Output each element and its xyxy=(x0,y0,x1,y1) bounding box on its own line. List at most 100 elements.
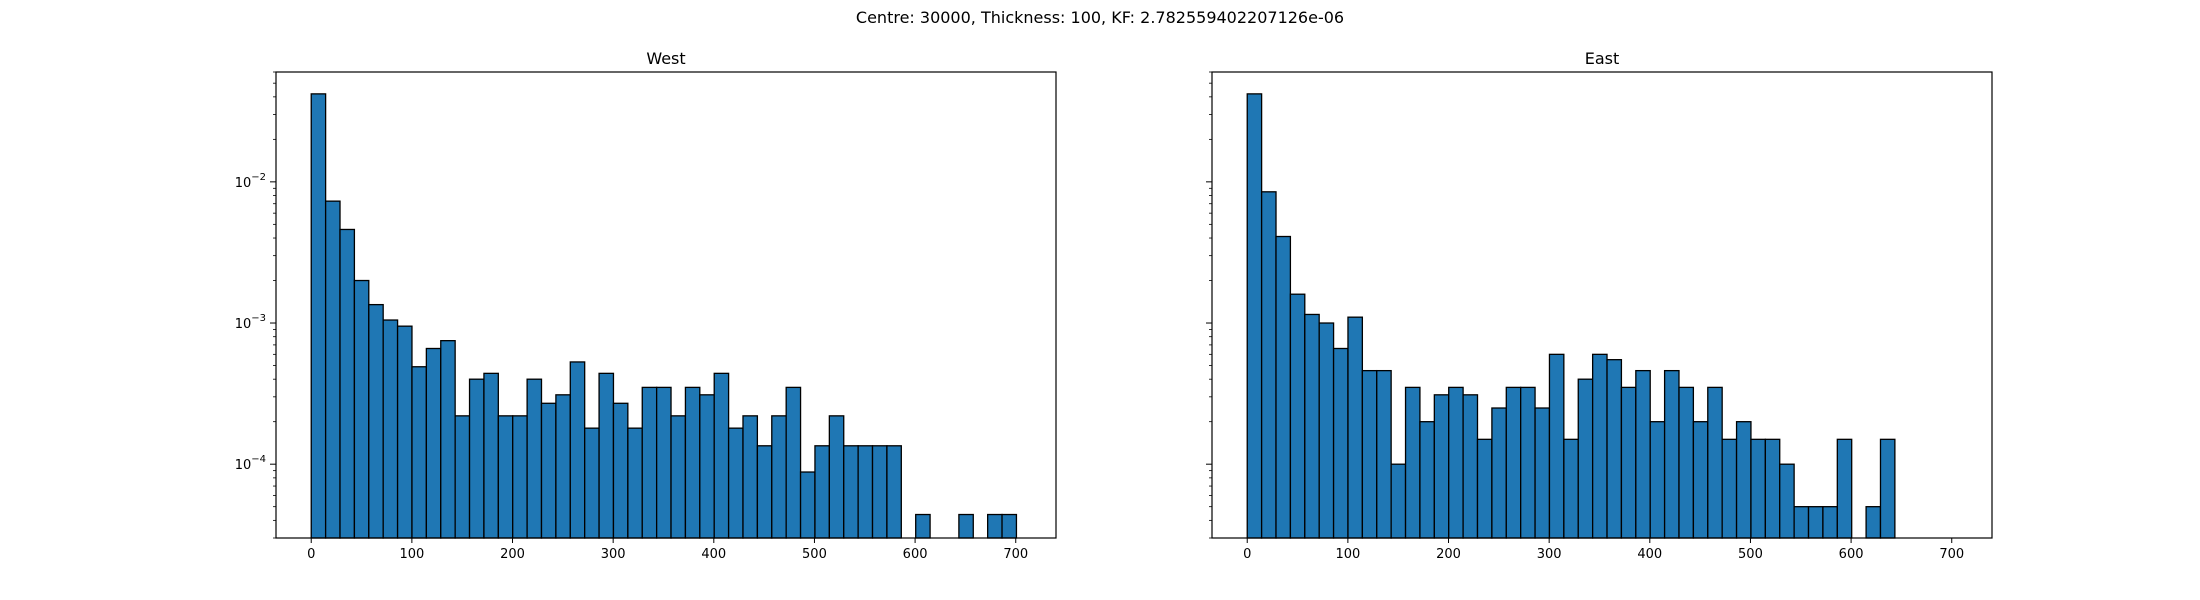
histogram-bar xyxy=(886,445,902,539)
histogram-bar xyxy=(713,372,730,539)
histogram-bar xyxy=(814,445,830,539)
histogram-bar xyxy=(598,372,615,539)
histogram-bar xyxy=(1404,386,1421,539)
histogram-bar xyxy=(1836,438,1853,539)
histogram-bar xyxy=(1260,191,1277,539)
histogram-bar xyxy=(1721,438,1738,539)
x-tick-label: 500 xyxy=(802,547,827,562)
x-tick-label: 0 xyxy=(1243,547,1251,562)
histogram-bar xyxy=(483,372,499,539)
histogram-bar xyxy=(1663,369,1680,539)
histogram-bar xyxy=(727,427,744,539)
axes-frame xyxy=(275,71,1057,539)
chart-title: East xyxy=(1585,49,1620,68)
histogram-bar xyxy=(1347,316,1364,539)
x-tick-label: 700 xyxy=(1939,547,1964,562)
histogram-bar xyxy=(871,445,888,539)
histogram-bar xyxy=(684,386,701,539)
histogram-bar xyxy=(771,415,787,539)
histogram-bar xyxy=(1822,506,1838,539)
histogram-bar xyxy=(310,93,327,539)
histogram-bar xyxy=(670,415,687,539)
histogram-bar xyxy=(1606,359,1623,539)
axes-frame xyxy=(1211,71,1993,539)
histogram-bar xyxy=(1476,438,1493,539)
histogram-bar xyxy=(1793,506,1810,539)
histogram-bar xyxy=(1577,378,1594,539)
x-tick-label: 100 xyxy=(1335,547,1360,562)
chart-east: East 0 100 200 300 400 500 600 700 xyxy=(1206,49,1993,562)
histogram-bar xyxy=(425,347,442,539)
chart-west: West 0 100 200 300 400 500 600 700 10−4 10−3 10−2 xyxy=(235,49,1057,562)
histogram-bar xyxy=(1001,513,1018,539)
histogram-bar xyxy=(1419,421,1435,539)
histogram-bar xyxy=(1750,438,1766,539)
x-tick-label: 400 xyxy=(701,547,726,562)
histogram-bar xyxy=(512,415,528,539)
histogram-bar xyxy=(1433,394,1450,539)
histogram-bar xyxy=(1246,93,1263,539)
histogram-bar xyxy=(468,378,485,539)
x-tick-label: 700 xyxy=(1003,547,1028,562)
histogram-bar xyxy=(569,361,586,539)
histogram-bar xyxy=(843,445,859,539)
histogram-bar xyxy=(1361,369,1378,539)
chart-title: West xyxy=(646,49,685,68)
x-tick-label: 200 xyxy=(1436,547,1461,562)
histogram-bar xyxy=(785,386,802,539)
figure-title: Centre: 30000, Thickness: 100, KF: 2.782… xyxy=(855,8,1345,27)
histogram-bar xyxy=(368,303,384,539)
x-tick-label: 500 xyxy=(1738,547,1763,562)
histogram-bar xyxy=(1304,313,1320,539)
histogram-bar xyxy=(440,340,456,539)
histogram-bar xyxy=(612,402,629,539)
x-tick-label: 300 xyxy=(1537,547,1562,562)
histogram-bar xyxy=(411,366,428,539)
histogram-bar xyxy=(1764,438,1781,539)
histogram-bar xyxy=(540,402,557,539)
histogram-bar xyxy=(497,415,514,539)
histogram-bar xyxy=(1865,506,1882,539)
histogram-bar xyxy=(699,394,715,539)
y-tick-label: 10−2 xyxy=(235,172,266,191)
x-tick-label: 300 xyxy=(601,547,626,562)
histogram-bar xyxy=(1491,407,1507,539)
histogram-bar xyxy=(1620,386,1637,539)
y-tick-label: 10−3 xyxy=(235,313,266,332)
x-tick-label: 600 xyxy=(1839,547,1864,562)
histogram-bar xyxy=(627,427,643,539)
histogram-bar xyxy=(915,513,931,539)
histogram-bar xyxy=(1879,438,1896,539)
histogram-bar xyxy=(353,279,370,539)
histogram-bar xyxy=(756,445,773,539)
y-tick-label: 10−4 xyxy=(235,454,266,473)
histogram-bar xyxy=(1807,506,1824,539)
histogram-bar xyxy=(1275,235,1292,539)
x-tick-label: 400 xyxy=(1637,547,1662,562)
histogram-bar xyxy=(1591,353,1608,539)
histogram-bar xyxy=(1779,463,1795,539)
histogram-bar xyxy=(382,319,399,539)
histogram-bar xyxy=(1448,386,1464,539)
histogram-bar xyxy=(742,415,759,539)
histogram-bar xyxy=(828,415,845,539)
histogram-bar xyxy=(958,513,974,539)
histogram-bar xyxy=(1289,293,1306,539)
histogram-bar xyxy=(1692,421,1709,539)
histogram-bar xyxy=(1376,369,1392,539)
histogram-bar xyxy=(799,471,816,539)
histogram-bar xyxy=(655,386,672,539)
histogram-bar xyxy=(1635,369,1651,539)
histogram-bar xyxy=(1649,421,1666,539)
x-tick-label: 200 xyxy=(500,547,525,562)
histogram-bar xyxy=(857,445,874,539)
histogram-bar xyxy=(454,415,471,539)
histogram-bar xyxy=(641,386,658,539)
histogram-bar xyxy=(339,228,356,539)
x-tick-label: 600 xyxy=(903,547,928,562)
histogram-bar xyxy=(1678,386,1695,539)
histogram-bar xyxy=(1563,438,1579,539)
x-tick-label: 100 xyxy=(399,547,424,562)
histogram-bar xyxy=(584,427,600,539)
